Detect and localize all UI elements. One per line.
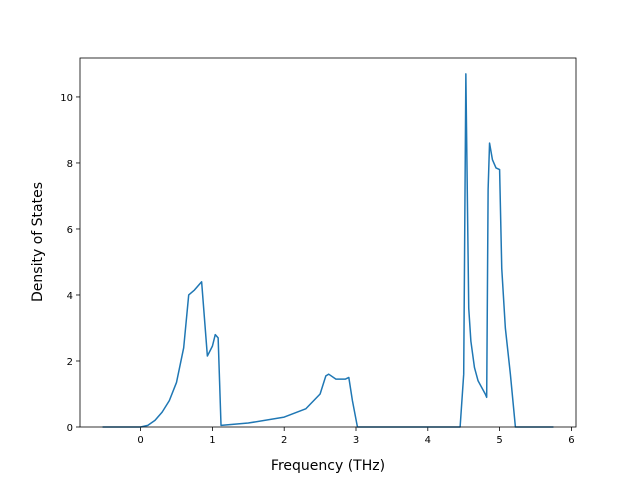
x-tick-label: 1: [209, 435, 215, 446]
x-tick-label: 5: [496, 435, 502, 446]
x-tick-label: 6: [568, 435, 574, 446]
x-tick-label: 4: [425, 435, 431, 446]
x-tick-label: 2: [281, 435, 287, 446]
x-tick-label: 0: [137, 435, 143, 446]
y-tick-label: 8: [67, 159, 73, 170]
y-tick-label: 6: [67, 225, 73, 236]
y-axis-label: Density of States: [30, 182, 46, 302]
x-tick-label: 3: [353, 435, 359, 446]
y-tick-label: 4: [67, 291, 73, 302]
x-axis-label: Frequency (THz): [271, 458, 385, 474]
y-tick-label: 10: [60, 93, 73, 104]
y-tick-label: 0: [67, 423, 73, 434]
line: [102, 73, 554, 428]
y-tick-label: 2: [67, 357, 73, 368]
plot-frame: [79, 57, 577, 428]
